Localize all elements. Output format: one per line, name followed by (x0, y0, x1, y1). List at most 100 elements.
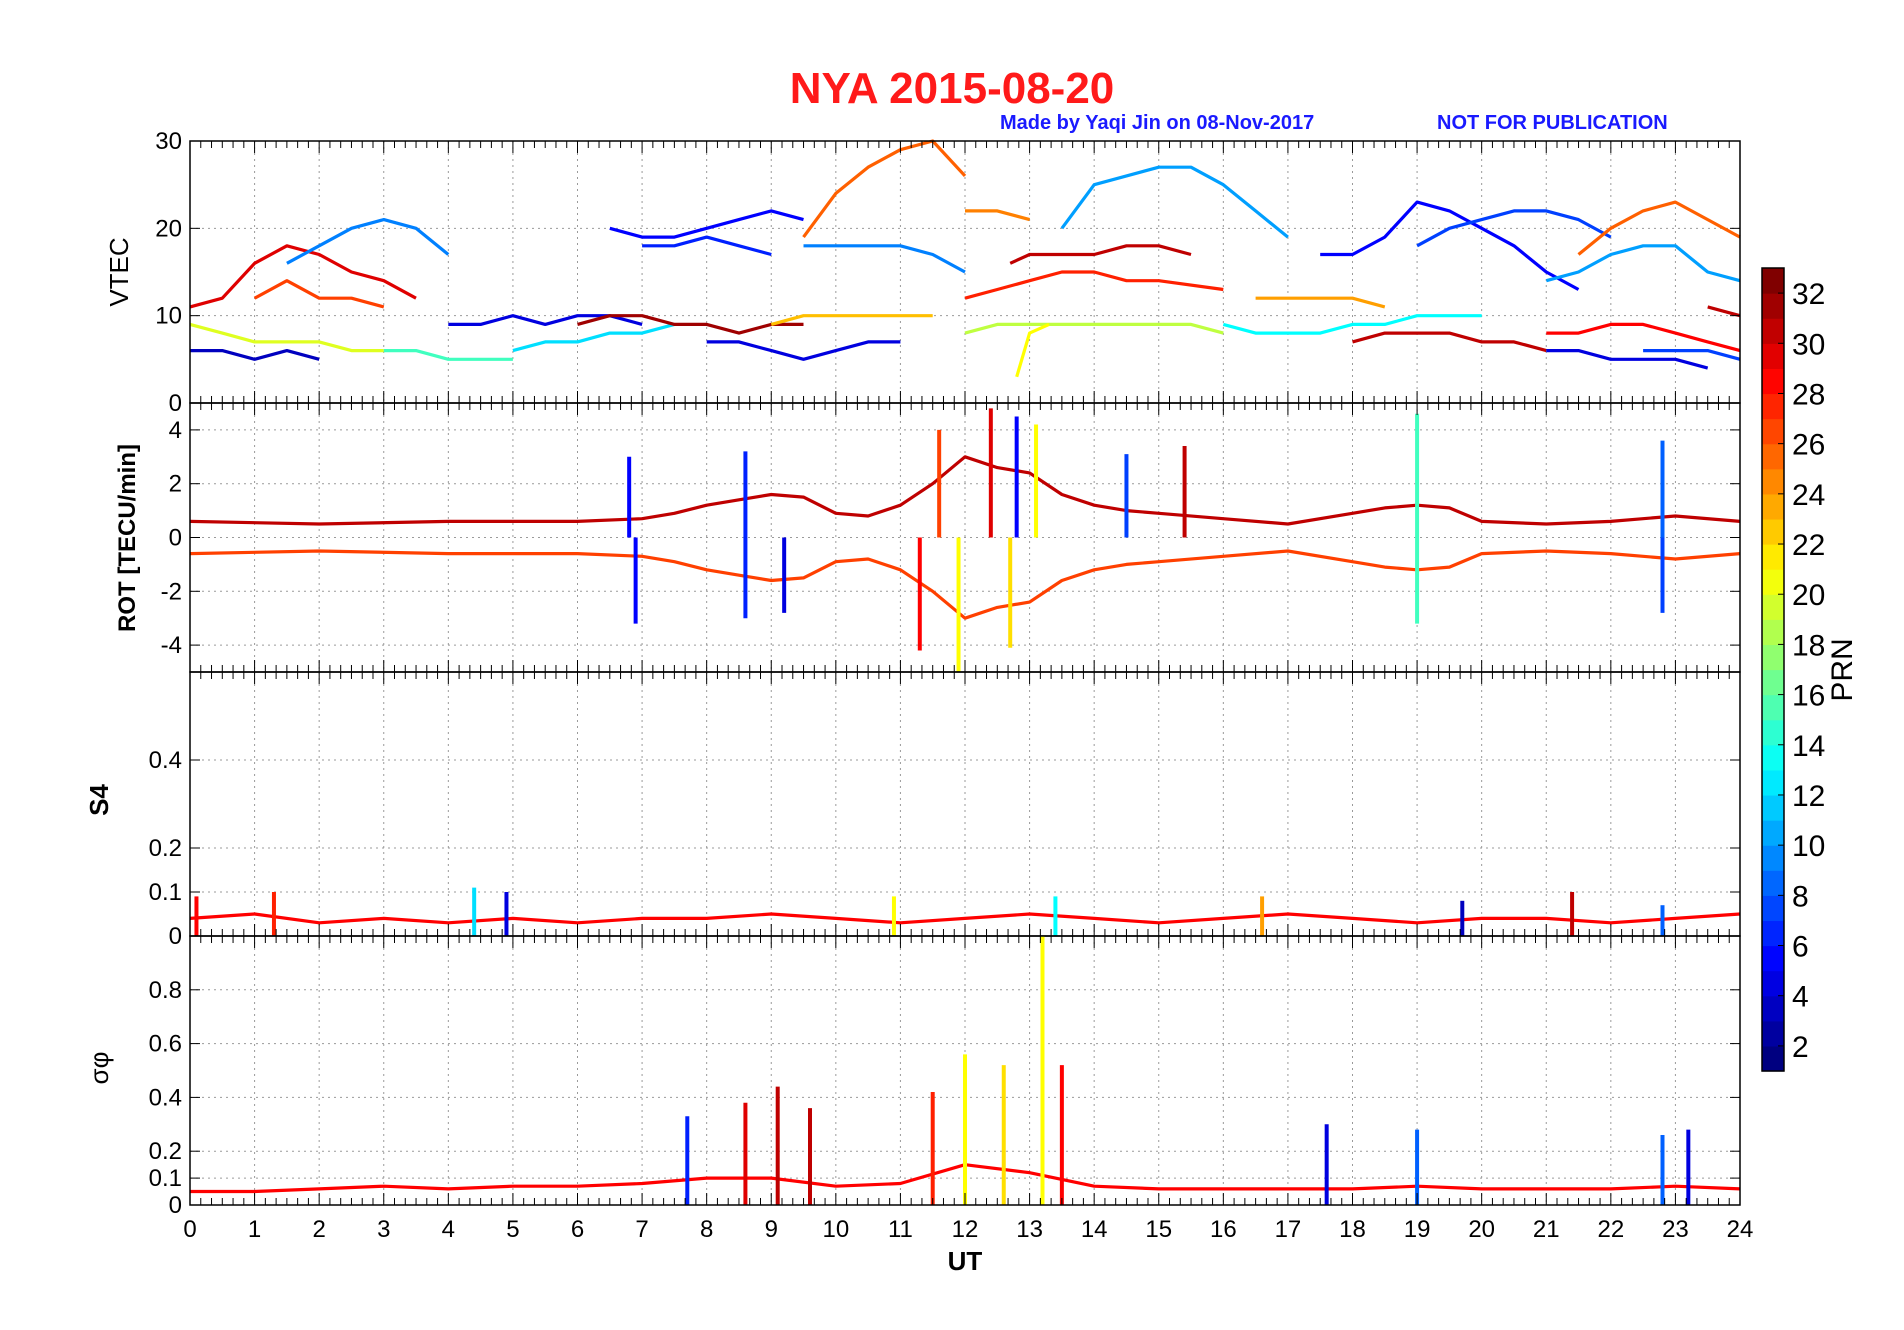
y-tick-label: 2 (169, 471, 182, 498)
colorbar-segment (1762, 669, 1784, 696)
series-line-prn-28 (964, 270, 1224, 300)
series-line-prn-30 (189, 244, 417, 309)
colorbar-tick-label: 20 (1792, 579, 1825, 612)
x-axis-label: UT (948, 1246, 983, 1276)
credit-text: Made by Yaqi Jin on 08-Nov-2017 (1000, 112, 1315, 134)
series-line-prn-31 (1352, 331, 1547, 353)
colorbar-segment (1762, 920, 1784, 947)
colorbar-segment (1762, 569, 1784, 595)
y-axis-label: S4 (84, 784, 114, 816)
x-tick-label: 16 (1210, 1216, 1237, 1243)
y-tick-label: 20 (155, 215, 182, 242)
x-tick-label: 7 (635, 1216, 648, 1243)
x-tick-label: 3 (377, 1216, 390, 1243)
y-tick-label: 0.2 (149, 835, 182, 862)
colorbar-segment (1762, 518, 1784, 545)
x-tick-label: 24 (1727, 1216, 1754, 1243)
panel-S4: 0 0.1 0.2 0.4 S4 (84, 671, 1741, 950)
series-line-prn-20 (189, 322, 384, 353)
colorbar-tick-label: 10 (1792, 830, 1825, 863)
colorbar-segment (1762, 845, 1784, 871)
y-tick-label: 0.8 (149, 977, 182, 1004)
x-tick-label: 8 (700, 1216, 713, 1243)
series-line-prn-26 (802, 139, 967, 239)
x-tick-label: 13 (1016, 1216, 1043, 1243)
colorbar-segment (1762, 769, 1784, 796)
series-line-prn-31 (1707, 305, 1741, 318)
series-line-prn-31 (189, 455, 1741, 526)
y-tick-label: 10 (155, 303, 182, 330)
x-tick-label: 4 (442, 1216, 455, 1243)
series-line-prn-4 (706, 340, 901, 361)
x-tick-label: 1 (248, 1216, 261, 1243)
series-line-prn-32 (577, 314, 804, 335)
x-tick-label: 2 (312, 1216, 325, 1243)
x-tick-label: 6 (571, 1216, 584, 1243)
colorbar-tick-label: 14 (1792, 730, 1825, 763)
colorbar-tick-label: 26 (1792, 429, 1825, 462)
y-axis-label: VTEC (104, 237, 134, 306)
y-tick-label: 0.2 (149, 1138, 182, 1165)
x-tick-label: 19 (1404, 1216, 1431, 1243)
series-line-prn-9 (803, 244, 966, 274)
y-tick-label: -2 (161, 578, 182, 605)
x-tick-label: 20 (1468, 1216, 1495, 1243)
colorbar-segment (1762, 493, 1784, 520)
series-line-prn-29 (1546, 322, 1741, 353)
colorbar-tick-label: 16 (1792, 680, 1825, 713)
y-tick-label: 0 (169, 923, 182, 950)
x-tick-label: 23 (1662, 1216, 1689, 1243)
y-tick-label: 0.1 (149, 1165, 182, 1192)
series-line-prn-7 (1643, 349, 1741, 361)
x-tick-label: 22 (1597, 1216, 1624, 1243)
colorbar-segment (1762, 794, 1784, 821)
colorbar-tick-label: 24 (1792, 479, 1825, 512)
x-tick-label: 21 (1533, 1216, 1560, 1243)
series-line-prn-27 (253, 279, 385, 309)
series-line-prn-19 (964, 322, 1224, 335)
colorbar-segment (1762, 619, 1784, 646)
y-tick-label: 0.1 (149, 879, 182, 906)
colorbar-segment (1762, 644, 1784, 671)
series-line-prn-7 (1416, 209, 1612, 248)
colorbar-frame (1761, 267, 1785, 1072)
colorbar-label: PRN (1826, 638, 1859, 701)
figure-title: NYA 2015-08-20 (789, 64, 1115, 113)
series-line-prn-23 (770, 314, 933, 326)
x-tick-label: 18 (1339, 1216, 1366, 1243)
colorbar-segment (1762, 544, 1784, 570)
series-line-prn-10 (1060, 165, 1289, 239)
colorbar-segment (1762, 418, 1784, 445)
series-line-prn-31 (1009, 244, 1192, 265)
y-tick-label: 0.6 (149, 1031, 182, 1058)
colorbar-segment (1762, 820, 1784, 846)
colorbar-segment (1762, 995, 1784, 1022)
y-axis-label: σφ (84, 1052, 114, 1085)
y-tick-label: 0 (169, 1192, 182, 1219)
y-axis-label: ROT [TECU/min] (114, 444, 141, 632)
x-tick-label: 5 (506, 1216, 519, 1243)
series-line-prn-12 (512, 322, 675, 353)
colorbar-tick-label: 2 (1792, 1031, 1809, 1064)
colorbar-segment (1762, 970, 1784, 997)
series-line-prn-21 (1015, 322, 1050, 378)
y-tick-label: 30 (155, 128, 182, 155)
x-tick-label: 12 (952, 1216, 979, 1243)
colorbar-tick-label: 8 (1792, 880, 1809, 913)
colorbar-segment (1762, 268, 1784, 294)
colorbar-segment (1762, 1020, 1784, 1047)
colorbar-tick-label: 22 (1792, 529, 1825, 562)
colorbar-segment (1762, 343, 1784, 369)
colorbar-segment (1762, 594, 1784, 620)
colorbar-tick-label: 28 (1792, 378, 1825, 411)
x-tick-label: 17 (1275, 1216, 1302, 1243)
panel-ROT: -4 -2 0 2 4 ROT [TECU/min] (114, 402, 1741, 673)
colorbar-segment (1762, 945, 1784, 972)
x-tick-label: 11 (888, 1216, 913, 1243)
y-tick-label: 0 (169, 525, 182, 552)
series-line-prn-26 (1577, 200, 1741, 256)
colorbar-segment (1762, 318, 1784, 344)
x-tick-label: 0 (183, 1216, 196, 1243)
